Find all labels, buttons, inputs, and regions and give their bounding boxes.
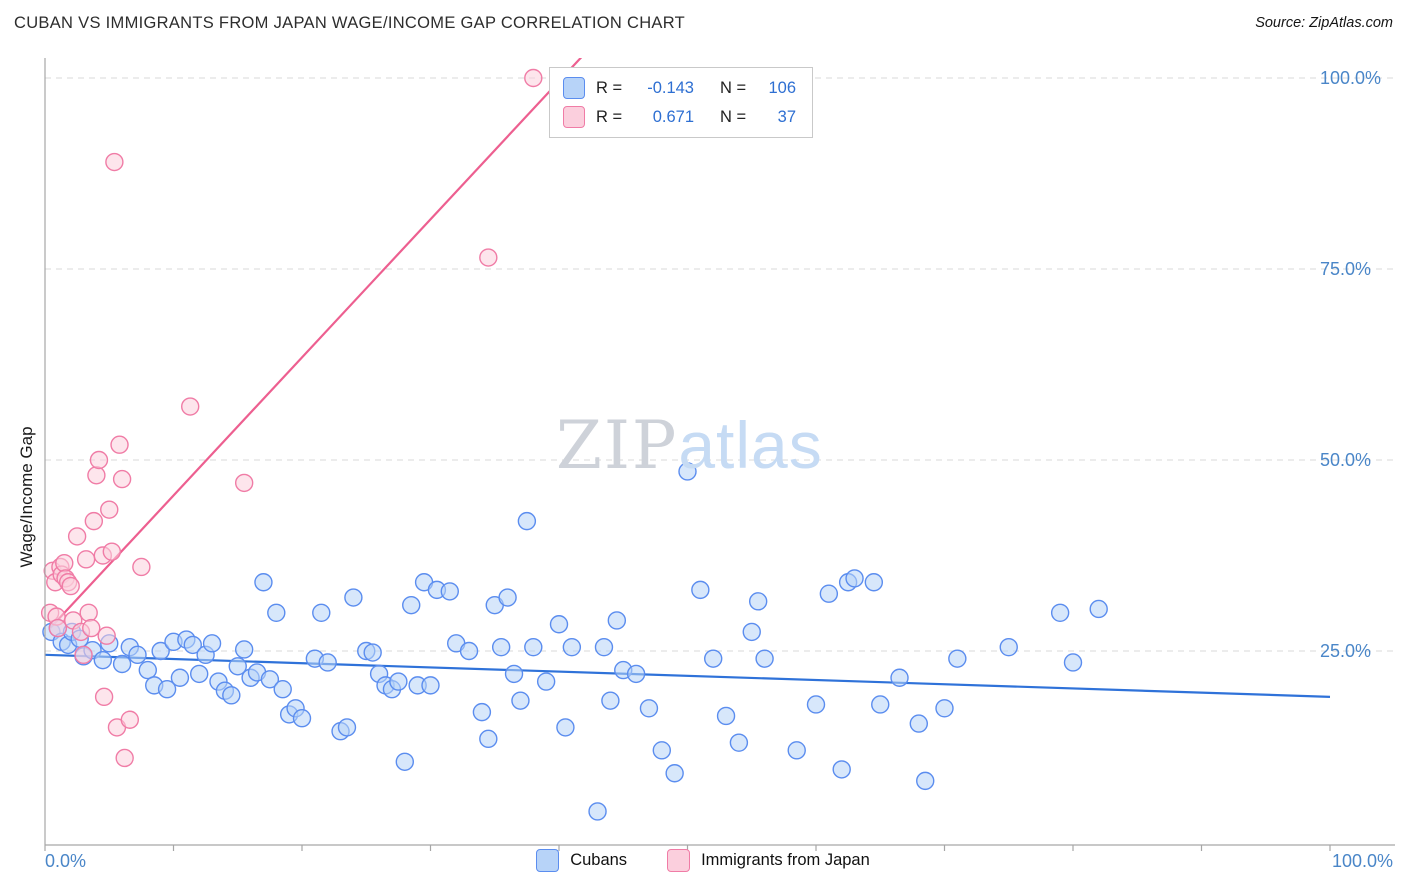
y-tick-label: 100.0% xyxy=(1320,68,1381,88)
chart-title: CUBAN VS IMMIGRANTS FROM JAPAN WAGE/INCO… xyxy=(14,14,686,32)
source-attribution: Source: ZipAtlas.com xyxy=(1255,15,1393,31)
n-label: N = xyxy=(720,78,747,97)
cubans-points xyxy=(42,462,1108,821)
cubans-swatch xyxy=(563,77,585,99)
cubans-legend-swatch xyxy=(536,849,560,872)
japan-n-value: 37 xyxy=(777,107,796,126)
legend-item-cubans: Cubans xyxy=(536,849,627,872)
r-label: R = xyxy=(596,107,623,126)
y-tick-label: 50.0% xyxy=(1320,450,1371,470)
japan-swatch xyxy=(563,106,585,128)
watermark-atlas-text: atlas xyxy=(678,408,823,482)
japan-legend-label: Immigrants from Japan xyxy=(701,851,870,869)
correlation-stats-box: R = -0.143 N = 106 R = 0.671 N = 37 xyxy=(549,67,813,138)
cubans-legend-label: Cubans xyxy=(570,851,628,869)
n-label: N = xyxy=(720,107,747,126)
cubans-stats-row: R = -0.143 N = 106 xyxy=(563,77,796,99)
r-label: R = xyxy=(596,78,623,97)
japan-stats-row: R = 0.671 N = 37 xyxy=(563,106,796,128)
watermark-zip-text: ZIP xyxy=(556,407,679,484)
trend-lines xyxy=(45,58,1331,698)
japan-r-value: 0.671 xyxy=(652,107,694,126)
y-axis-label: Wage/Income Gap xyxy=(17,426,36,568)
japan-legend-swatch xyxy=(667,849,691,872)
x-axis-min-label: 0.0% xyxy=(45,851,87,871)
y-tick-label: 25.0% xyxy=(1320,641,1371,661)
legend-item-japan: Immigrants from Japan xyxy=(667,849,870,872)
zipatlas-watermark: ZIPatlas xyxy=(556,412,823,479)
cubans-n-value: 106 xyxy=(768,78,796,97)
axes xyxy=(44,58,1395,851)
series-legend: Cubans Immigrants from Japan xyxy=(0,849,1406,872)
japan-points xyxy=(40,68,543,768)
cubans-r-value: -0.143 xyxy=(647,78,694,97)
x-axis-max-label: 100.0% xyxy=(1331,851,1393,871)
gridlines: 100.0% 75.0% 50.0% 25.0% xyxy=(45,68,1395,661)
y-tick-label: 75.0% xyxy=(1320,259,1371,279)
